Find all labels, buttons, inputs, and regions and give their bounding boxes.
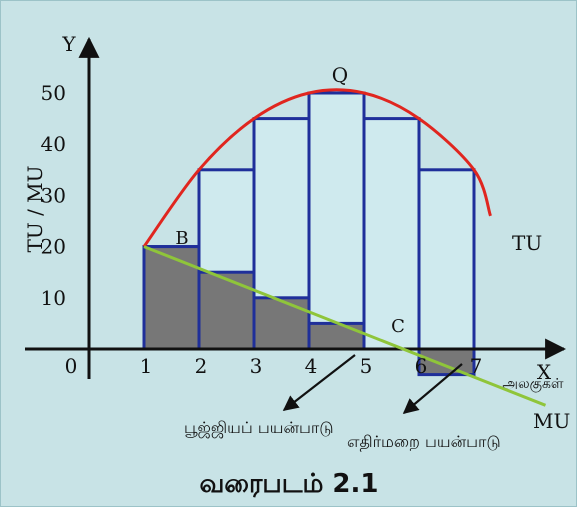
tu-bar-4 [307, 91, 366, 351]
mu-bar-6 [417, 347, 476, 377]
point-q-label: Q [332, 63, 348, 87]
x-tick-label-6: 6 [415, 354, 428, 378]
mu-bar-3 [252, 296, 311, 351]
tu-curve-label: TU [512, 231, 542, 255]
y-tick-label-20: 20 [41, 235, 66, 259]
y-tick-label-30: 30 [41, 183, 66, 207]
x-tick-label-2: 2 [195, 354, 208, 378]
x-axis-unit-label: அலகுகள் [502, 376, 563, 393]
y-tick-label-10: 10 [41, 286, 66, 310]
y-tick-label-50: 50 [41, 81, 66, 105]
tu-bar-5 [362, 117, 421, 351]
zero-utility-arrow [282, 354, 356, 411]
point-c-label: C [391, 316, 405, 337]
x-tick-label-1: 1 [140, 354, 153, 378]
mu-bar-1 [142, 245, 201, 351]
mu-bar-4 [307, 321, 366, 351]
x-tick-label-7: 7 [470, 354, 483, 378]
y-axis-letter: Y [61, 32, 76, 56]
mu-line [143, 245, 547, 407]
x-tick-label-0: 0 [65, 354, 78, 378]
mu-line-label: MU [533, 409, 570, 433]
mu-bar-2 [197, 270, 256, 351]
y-tick-label-40: 40 [41, 132, 66, 156]
figure-caption: வரைபடம் 2.1 [200, 469, 379, 499]
negative-utility-label: எதிர்மறை பயன்பாடு [347, 432, 501, 451]
y-axis-label: TU / MU [23, 166, 47, 253]
point-b-label: B [175, 228, 188, 249]
tu-curve [142, 88, 492, 248]
x-tick-label-5: 5 [360, 354, 373, 378]
x-tick-label-4: 4 [305, 354, 318, 378]
zero-utility-label: பூஜ்ஜியப் பயன்பாடு [184, 418, 334, 438]
x-axis-letter: X [537, 360, 552, 384]
tu-bar-6 [417, 168, 476, 351]
negative-utility-arrow [402, 363, 463, 414]
x-tick-label-3: 3 [250, 354, 263, 378]
